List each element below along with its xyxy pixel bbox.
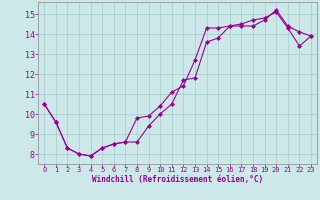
- X-axis label: Windchill (Refroidissement éolien,°C): Windchill (Refroidissement éolien,°C): [92, 175, 263, 184]
